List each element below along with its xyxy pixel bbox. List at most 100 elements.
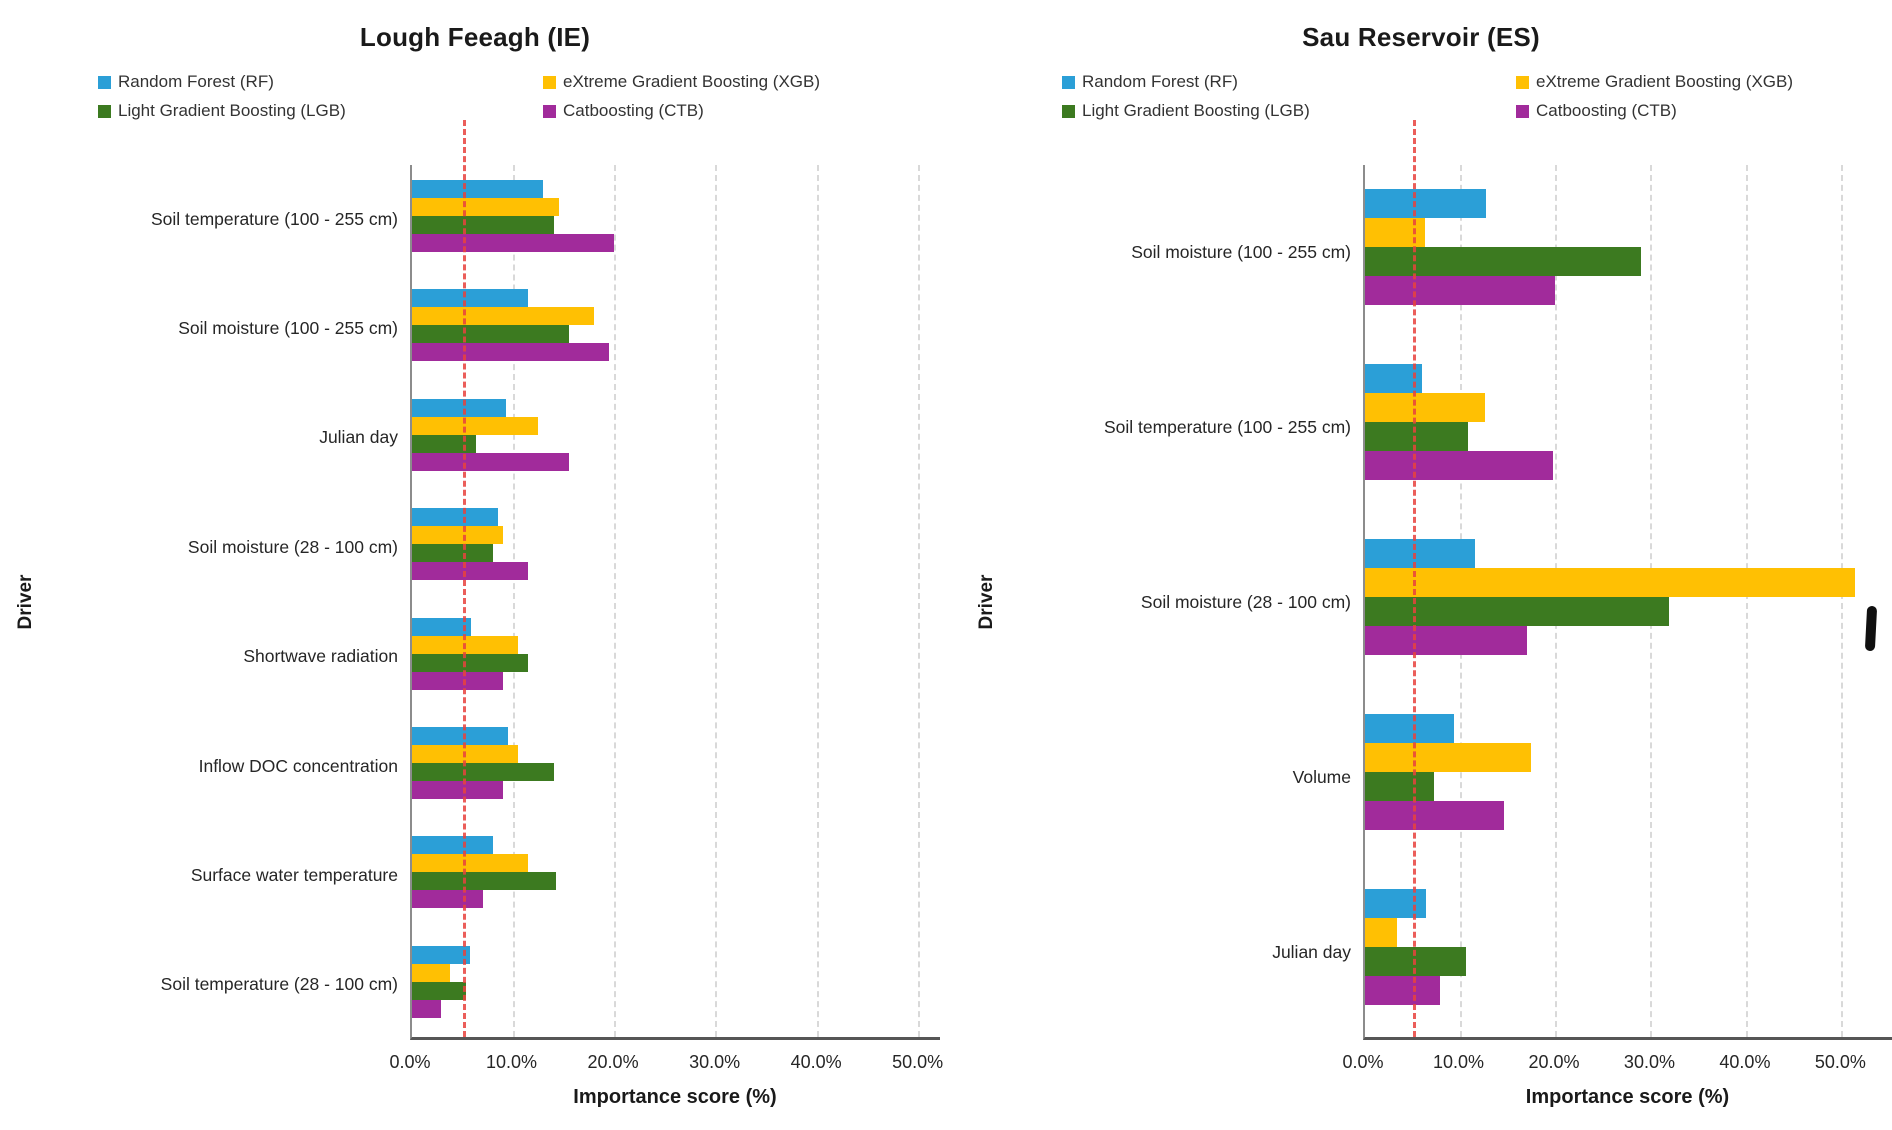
bar-xgb bbox=[1365, 218, 1425, 247]
category-label: Surface water temperature bbox=[190, 864, 398, 885]
x-tick-label: 40.0% bbox=[1719, 1052, 1771, 1072]
legend-label: Random Forest (RF) bbox=[1082, 72, 1238, 91]
bar-ctb bbox=[1365, 276, 1556, 305]
legend-label: eXtreme Gradient Boosting (XGB) bbox=[563, 72, 821, 91]
bar-lgb bbox=[412, 216, 554, 234]
legend-label: eXtreme Gradient Boosting (XGB) bbox=[1536, 72, 1794, 91]
bar-rf bbox=[412, 398, 507, 417]
bar-xgb bbox=[412, 854, 529, 873]
bar-xgb bbox=[1365, 918, 1398, 947]
x-tick-label: 30.0% bbox=[1623, 1052, 1675, 1072]
legend-item-ctb: Catboosting (CTB) bbox=[1516, 101, 1677, 121]
x-tick-label: 10.0% bbox=[486, 1052, 538, 1072]
x-tick-label: 50.0% bbox=[892, 1052, 944, 1072]
bar-lgb bbox=[412, 872, 556, 891]
chart-panel-left: Lough Feeagh (IE) Random Forest (RF) eXtre… bbox=[15, 22, 944, 1108]
x-tick-label: 20.0% bbox=[587, 1052, 639, 1072]
category-label: Soil temperature (100 - 255 cm) bbox=[150, 208, 398, 229]
bar-lgb bbox=[412, 653, 529, 672]
bar-ctb bbox=[1365, 801, 1504, 830]
x-axis-title: Importance score (%) bbox=[573, 1086, 777, 1108]
bar-rf bbox=[412, 180, 544, 198]
bar-xgb bbox=[412, 963, 451, 982]
gridline bbox=[917, 165, 920, 1037]
legend-label: Catboosting (CTB) bbox=[563, 101, 704, 120]
legend-swatch-ctb bbox=[543, 104, 556, 118]
x-axis-title: Importance score (%) bbox=[1525, 1086, 1730, 1108]
category-label: Julian day bbox=[1272, 941, 1351, 962]
x-tick-label: 50.0% bbox=[1814, 1052, 1866, 1072]
bar-ctb bbox=[412, 890, 483, 909]
y-axis-title: Driver bbox=[15, 574, 36, 629]
legend-label: Random Forest (RF) bbox=[118, 72, 274, 91]
bar-rf bbox=[412, 617, 471, 636]
chart-title: Sau Reservoir (ES) bbox=[1302, 22, 1540, 52]
legend-item-rf: Random Forest (RF) bbox=[1062, 72, 1238, 92]
bar-ctb bbox=[412, 452, 569, 471]
x-tick-label: 10.0% bbox=[1432, 1052, 1485, 1072]
legend-swatch-xgb bbox=[1516, 75, 1529, 89]
category-label: Soil temperature (100 - 255 cm) bbox=[1103, 416, 1351, 437]
bar-lgb bbox=[1365, 597, 1670, 626]
bar-ctb bbox=[412, 671, 504, 690]
legend-item-ctb: Catboosting (CTB) bbox=[543, 101, 704, 121]
bar-rf bbox=[1365, 714, 1455, 743]
gridline bbox=[614, 165, 617, 1037]
x-tick-label: 0.0% bbox=[1342, 1052, 1384, 1072]
legend-item-lgb: Light Gradient Boosting (LGB) bbox=[98, 101, 346, 121]
bar-lgb bbox=[1365, 772, 1435, 801]
bar-xgb bbox=[412, 198, 559, 216]
bar-lgb bbox=[412, 544, 493, 563]
bar-rf bbox=[1365, 189, 1486, 218]
bar-rf bbox=[412, 945, 470, 964]
x-tick-label: 20.0% bbox=[1528, 1052, 1580, 1072]
bar-ctb bbox=[412, 999, 442, 1018]
bar-ctb bbox=[412, 780, 504, 799]
category-label: Soil moisture (100 - 255 cm) bbox=[178, 318, 398, 339]
x-tick-label: 40.0% bbox=[790, 1052, 842, 1072]
category-label: Soil temperature (28 - 100 cm) bbox=[160, 974, 398, 995]
bar-lgb bbox=[1365, 247, 1641, 276]
bar-ctb bbox=[1365, 451, 1554, 480]
category-label: Inflow DOC concentration bbox=[198, 755, 398, 776]
bar-rf bbox=[1365, 539, 1476, 568]
bar-lgb bbox=[412, 981, 466, 1000]
bar-ctb bbox=[412, 343, 610, 362]
bar-xgb bbox=[1365, 393, 1485, 422]
bar-xgb bbox=[1365, 743, 1532, 772]
bar-xgb bbox=[412, 526, 504, 545]
legend-label: Catboosting (CTB) bbox=[1536, 101, 1677, 120]
reference-line bbox=[462, 120, 466, 1037]
category-label: Shortwave radiation bbox=[243, 646, 398, 667]
bar-rf bbox=[412, 508, 498, 527]
legend-swatch-rf bbox=[1062, 75, 1075, 89]
x-tick-label: 0.0% bbox=[389, 1052, 431, 1072]
bar-lgb bbox=[412, 762, 554, 781]
bar-xgb bbox=[412, 416, 539, 435]
category-label: Soil moisture (28 - 100 cm) bbox=[1140, 591, 1351, 612]
bar-ctb bbox=[1365, 626, 1527, 655]
gridline bbox=[816, 165, 819, 1037]
bar-xgb bbox=[412, 307, 595, 326]
y-axis-title: Driver bbox=[976, 574, 997, 629]
legend-swatch-xgb bbox=[543, 75, 556, 89]
legend-item-rf: Random Forest (RF) bbox=[98, 72, 274, 92]
legend-label: Light Gradient Boosting (LGB) bbox=[118, 101, 346, 120]
bar-rf bbox=[1365, 364, 1423, 393]
bar-lgb bbox=[412, 434, 476, 453]
plot-area bbox=[1363, 120, 1892, 1040]
chart-title: Lough Feeagh (IE) bbox=[359, 22, 591, 52]
chart-panel-right: Sau Reservoir (ES) Random Forest (RF) eXtr… bbox=[950, 0, 1892, 1130]
legend-item-lgb: Light Gradient Boosting (LGB) bbox=[1062, 101, 1310, 121]
category-label: Volume bbox=[1292, 766, 1351, 787]
gridline bbox=[513, 165, 516, 1037]
bar-lgb bbox=[412, 325, 569, 344]
legend-swatch-ctb bbox=[1516, 104, 1529, 118]
bar-rf bbox=[412, 726, 509, 745]
gridline bbox=[1840, 165, 1843, 1037]
legend-label: Light Gradient Boosting (LGB) bbox=[1082, 101, 1310, 120]
bar-rf bbox=[412, 836, 493, 855]
category-label: Soil moisture (28 - 100 cm) bbox=[187, 536, 398, 557]
reference-line bbox=[1412, 120, 1416, 1037]
bar-ctb bbox=[1365, 976, 1441, 1005]
